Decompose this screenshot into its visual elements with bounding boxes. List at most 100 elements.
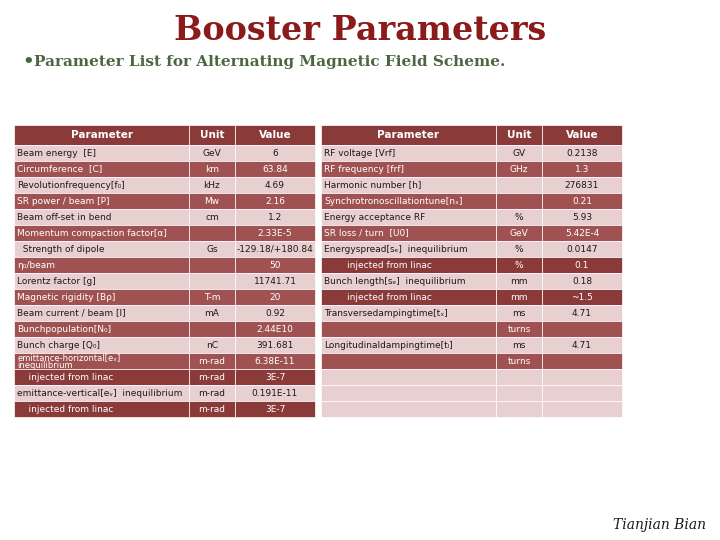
Text: turns: turns	[508, 356, 531, 366]
Bar	[542, 305, 622, 321]
Bar	[321, 145, 496, 161]
Text: m-rad: m-rad	[199, 404, 225, 414]
Bar	[14, 161, 189, 177]
Text: Bunch length[sₑ]  inequilibrium: Bunch length[sₑ] inequilibrium	[324, 276, 466, 286]
Text: 4.69: 4.69	[265, 180, 285, 190]
Bar	[189, 273, 235, 289]
Bar	[14, 385, 189, 401]
Bar	[189, 305, 235, 321]
Bar	[189, 337, 235, 353]
Bar	[189, 209, 235, 225]
Text: mm: mm	[510, 276, 528, 286]
Text: Beam off-set in bend: Beam off-set in bend	[17, 213, 112, 221]
Bar	[542, 369, 622, 385]
Text: kHz: kHz	[204, 180, 220, 190]
Bar	[14, 209, 189, 225]
Bar	[235, 305, 315, 321]
Bar	[496, 289, 542, 305]
Text: Mw: Mw	[204, 197, 220, 206]
Bar	[235, 145, 315, 161]
Text: T-m: T-m	[204, 293, 220, 301]
Text: Synchrotronoscillationtune[nₓ]: Synchrotronoscillationtune[nₓ]	[324, 197, 462, 206]
Text: GHz: GHz	[510, 165, 528, 173]
Text: emittance-horizontal[eₓ]: emittance-horizontal[eₓ]	[17, 353, 120, 362]
Text: Unit: Unit	[199, 130, 224, 140]
Text: Transversedampingtime[tₓ]: Transversedampingtime[tₓ]	[324, 308, 448, 318]
Text: 4.71: 4.71	[572, 341, 592, 349]
Bar	[496, 225, 542, 241]
Bar	[542, 161, 622, 177]
Bar	[14, 305, 189, 321]
Bar	[542, 145, 622, 161]
Text: Value: Value	[566, 130, 598, 140]
Bar	[235, 257, 315, 273]
Text: 0.2138: 0.2138	[566, 148, 598, 158]
Bar	[496, 125, 542, 145]
Bar	[189, 289, 235, 305]
Text: Parameter: Parameter	[377, 130, 439, 140]
Bar	[235, 337, 315, 353]
Text: 5.42E-4: 5.42E-4	[564, 228, 599, 238]
Text: cm: cm	[205, 213, 219, 221]
Text: Value: Value	[258, 130, 292, 140]
Bar	[189, 401, 235, 417]
Bar	[189, 145, 235, 161]
Bar	[496, 193, 542, 209]
Bar	[235, 177, 315, 193]
Text: Bunch charge [Q₀]: Bunch charge [Q₀]	[17, 341, 100, 349]
Bar	[321, 369, 496, 385]
Bar	[542, 257, 622, 273]
Text: ~1.5: ~1.5	[571, 293, 593, 301]
Text: 6.38E-11: 6.38E-11	[255, 356, 295, 366]
Text: GeV: GeV	[202, 148, 221, 158]
Text: Revolutionfrequency[f₀]: Revolutionfrequency[f₀]	[17, 180, 125, 190]
Text: ms: ms	[513, 341, 526, 349]
Bar	[542, 321, 622, 337]
Text: 3E-7: 3E-7	[265, 404, 285, 414]
Bar	[321, 337, 496, 353]
Bar	[189, 161, 235, 177]
Bar	[14, 241, 189, 257]
Bar	[14, 257, 189, 273]
Bar	[496, 353, 542, 369]
Bar	[189, 225, 235, 241]
Text: 2.33E-5: 2.33E-5	[258, 228, 292, 238]
Text: Magnetic rigidity [Bρ]: Magnetic rigidity [Bρ]	[17, 293, 115, 301]
Text: Energyspread[sₑ]  inequilibrium: Energyspread[sₑ] inequilibrium	[324, 245, 467, 253]
Text: RF voltage [Vrf]: RF voltage [Vrf]	[324, 148, 395, 158]
Bar	[542, 225, 622, 241]
Text: Circumference  [C]: Circumference [C]	[17, 165, 102, 173]
Bar	[14, 273, 189, 289]
Text: %: %	[515, 245, 523, 253]
Text: Momentum compaction factor[α]: Momentum compaction factor[α]	[17, 228, 167, 238]
Bar	[496, 241, 542, 257]
Bar	[496, 369, 542, 385]
Bar	[235, 289, 315, 305]
Bar	[321, 125, 496, 145]
Text: emittance-vertical[eᵥ]  inequilibrium: emittance-vertical[eᵥ] inequilibrium	[17, 388, 182, 397]
Text: 3E-7: 3E-7	[265, 373, 285, 381]
Text: m-rad: m-rad	[199, 356, 225, 366]
Bar	[321, 193, 496, 209]
Text: injected from linac: injected from linac	[324, 293, 432, 301]
Bar	[496, 273, 542, 289]
Text: 1.3: 1.3	[575, 165, 589, 173]
Text: Tianjian Bian: Tianjian Bian	[613, 518, 706, 532]
Bar	[14, 177, 189, 193]
Text: 0.191E-11: 0.191E-11	[252, 388, 298, 397]
Text: 20: 20	[269, 293, 281, 301]
Bar	[235, 209, 315, 225]
Text: Beam energy  [E]: Beam energy [E]	[17, 148, 96, 158]
Text: 391.681: 391.681	[256, 341, 294, 349]
Text: Parameter: Parameter	[71, 130, 132, 140]
Text: turns: turns	[508, 325, 531, 334]
Bar	[542, 401, 622, 417]
Text: •: •	[22, 53, 34, 71]
Bar	[321, 257, 496, 273]
Text: Lorentz factor [g]: Lorentz factor [g]	[17, 276, 96, 286]
Bar	[542, 125, 622, 145]
Text: 0.92: 0.92	[265, 308, 285, 318]
Text: Unit: Unit	[507, 130, 531, 140]
Bar	[321, 241, 496, 257]
Bar	[496, 257, 542, 273]
